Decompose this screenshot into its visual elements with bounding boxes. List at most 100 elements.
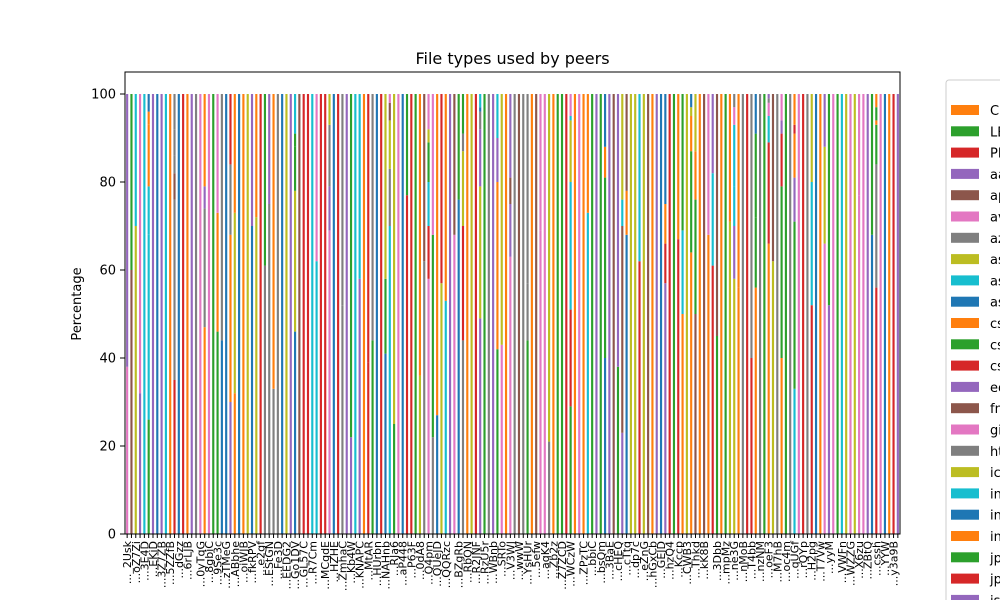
bar-segment bbox=[539, 230, 542, 534]
bar-segment bbox=[569, 309, 572, 407]
bar-stack bbox=[548, 94, 551, 534]
bar-stack bbox=[156, 94, 159, 534]
x-tick-label: ...MtAR bbox=[362, 541, 375, 581]
bar-segment bbox=[875, 94, 878, 108]
x-tick-label: ...YYW bbox=[879, 541, 892, 576]
bar-segment bbox=[552, 94, 555, 534]
bar-segment bbox=[690, 151, 693, 253]
bar-stack bbox=[479, 94, 482, 534]
bar-segment bbox=[293, 190, 297, 332]
bar-segment bbox=[461, 151, 465, 226]
bar-segment bbox=[436, 415, 439, 534]
legend-item: jpg bbox=[951, 551, 1000, 566]
bar-stack bbox=[896, 94, 899, 534]
bar-stack bbox=[565, 94, 568, 534]
legend-label: azw bbox=[990, 232, 1000, 247]
bar-stack bbox=[659, 94, 663, 534]
x-tick-label: ...RJa6 bbox=[388, 541, 401, 576]
x-tick-label: ...QQRzc bbox=[440, 541, 453, 588]
legend-label: ico bbox=[990, 466, 1000, 481]
bar-segment bbox=[173, 173, 176, 200]
x-tick-label: ...oc4m bbox=[780, 541, 793, 582]
x-tick-label: ...zTMeG bbox=[220, 541, 233, 589]
bar-stack bbox=[823, 94, 826, 534]
bar-segment bbox=[186, 94, 189, 534]
x-tick-label: ...GL57C bbox=[298, 541, 311, 588]
bar-segment bbox=[293, 331, 297, 534]
legend-label: ini bbox=[990, 487, 1000, 502]
bar-segment bbox=[875, 124, 878, 165]
bar-stack bbox=[853, 94, 856, 534]
bar-segment bbox=[733, 226, 736, 279]
bar-segment bbox=[767, 102, 770, 116]
bar-stack bbox=[681, 94, 684, 534]
x-tick-label: ...dp7c bbox=[629, 541, 642, 579]
bar-segment bbox=[349, 94, 353, 438]
bar-segment bbox=[216, 212, 219, 332]
x-tick-label: ...mpMz bbox=[720, 541, 733, 585]
legend-swatch bbox=[951, 381, 979, 392]
bar-stack bbox=[672, 94, 676, 534]
bar-segment bbox=[603, 146, 607, 178]
bar-stack bbox=[337, 94, 340, 534]
bar-segment bbox=[203, 327, 206, 534]
bar-segment bbox=[216, 94, 219, 213]
bar-stack bbox=[819, 94, 822, 534]
bar-segment bbox=[427, 142, 430, 182]
bar-segment bbox=[173, 155, 176, 174]
bar-segment bbox=[569, 94, 572, 116]
bar-segment bbox=[707, 234, 710, 535]
legend-label: PNG bbox=[990, 147, 1000, 162]
bar-stack bbox=[306, 94, 310, 534]
bar-segment bbox=[664, 94, 667, 204]
bar-stack bbox=[319, 94, 322, 534]
bar-stack bbox=[591, 94, 594, 534]
legend-label: fnt bbox=[990, 402, 1000, 417]
x-tick-label: ...Z7ZCD bbox=[556, 541, 569, 590]
legend-item: jpeg bbox=[951, 573, 1000, 588]
bar-stack bbox=[466, 94, 469, 534]
bar-segment bbox=[608, 204, 611, 534]
bar-stack bbox=[238, 94, 241, 534]
bar-segment bbox=[134, 94, 137, 226]
bar-segment bbox=[479, 129, 482, 187]
bar-segment bbox=[883, 94, 887, 534]
bar-segment bbox=[690, 116, 693, 152]
x-tick-label: ...Q4pm bbox=[423, 541, 436, 585]
legend-item: ini bbox=[951, 487, 1000, 502]
bar-segment bbox=[182, 94, 185, 534]
legend-swatch bbox=[951, 445, 979, 456]
bar-segment bbox=[793, 124, 796, 134]
bar-segment bbox=[827, 305, 831, 534]
bar-segment bbox=[694, 199, 697, 314]
bar-segment bbox=[207, 94, 211, 534]
bar-segment bbox=[453, 94, 456, 235]
x-tick-label: ...cssh bbox=[870, 541, 883, 576]
bar-stack bbox=[668, 94, 671, 534]
bar-segment bbox=[634, 94, 637, 534]
legend-swatch bbox=[951, 232, 979, 243]
x-tick-label: ...y3a9B bbox=[888, 541, 901, 586]
bar-segment bbox=[746, 94, 749, 534]
bar-segment bbox=[754, 217, 757, 288]
bar-segment bbox=[328, 124, 331, 187]
bar-stack bbox=[199, 94, 202, 534]
bar-stack bbox=[582, 94, 585, 534]
bar-segment bbox=[664, 283, 667, 534]
legend-swatch bbox=[951, 509, 979, 520]
bar-segment bbox=[875, 107, 878, 121]
bar-segment bbox=[457, 199, 460, 534]
bar-stack bbox=[483, 94, 486, 534]
bar-segment bbox=[164, 94, 167, 534]
x-tick-label: ...KNAPC bbox=[354, 541, 367, 589]
bar-stack bbox=[225, 94, 228, 534]
bar-stack bbox=[367, 94, 370, 534]
bar-stack bbox=[358, 94, 361, 534]
bar-stack bbox=[332, 94, 335, 534]
bar-segment bbox=[371, 340, 374, 534]
bar-segment bbox=[698, 94, 701, 534]
bar-segment bbox=[784, 94, 787, 534]
x-tick-label: ...NAHnb bbox=[379, 541, 392, 589]
bar-stack bbox=[789, 94, 792, 534]
legend-swatch bbox=[951, 254, 979, 265]
